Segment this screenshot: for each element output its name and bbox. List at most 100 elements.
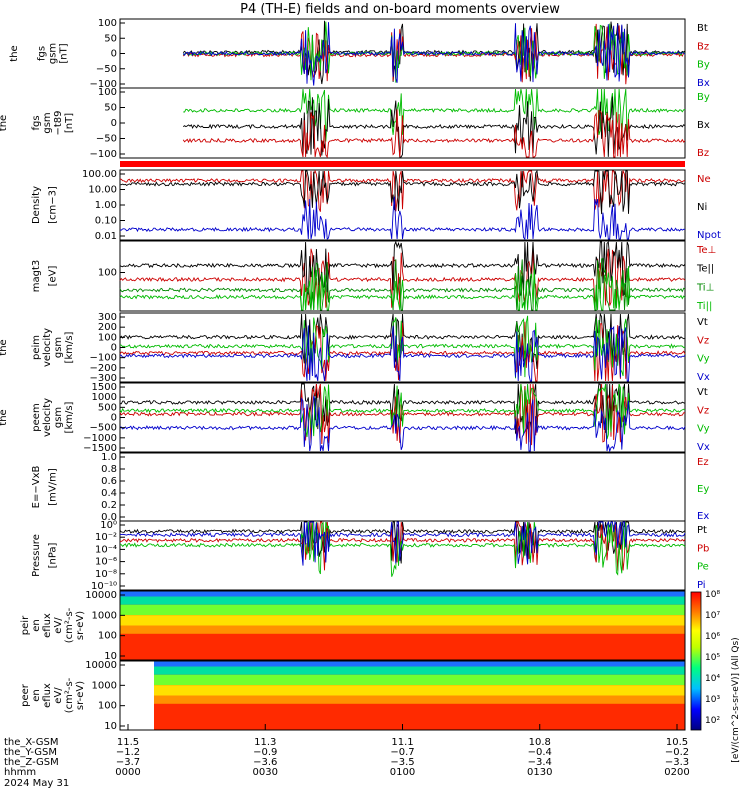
spectrogram-band [120,674,685,686]
panel-density: 100.00 10.00 1.00 0.10 0.01 Density [cm−3] Ne Ni… [31,169,721,242]
legend-label: By [697,92,710,103]
legend-label: Ni [697,202,707,213]
spectrogram-band [120,591,685,597]
series-line-fgs_gsm_t89-2 [182,109,686,159]
time-tick-label: −0.2 [665,747,689,758]
spectrogram-band [120,625,685,634]
legend-label: Vy [697,424,710,435]
y-tick-label: 1.00 [95,200,117,211]
time-tick-label: 0030 [253,767,278,778]
time-tick-label: −0.7 [390,747,414,758]
series-line-fgs_gsm-3 [182,22,686,86]
series-line-density-1 [119,169,686,215]
legend-label: Te|| [696,264,714,275]
series-line-pressure-0 [119,521,686,564]
y-tick-label: 500 [98,402,117,413]
y-tick-label: 1000 [92,392,117,403]
series-line-temperature-2 [119,257,686,311]
time-tick-label: −0.4 [528,747,552,758]
series-line-pressure-3 [119,520,686,566]
y-tick-label: 10000 [85,590,117,601]
y-tick-label: 10⁰ [100,520,117,531]
spectrogram-band [120,604,685,616]
legend-label: Ti|| [696,301,712,312]
y-tick-label: 1000 [92,680,117,691]
colorbar-tick-label: 10⁴ [705,674,720,684]
series-line-fgs_gsm_t89-0 [183,88,686,142]
legend-label: Ex [697,511,709,522]
y-axis-label: the fgsgsm−t89[nT] [0,110,75,135]
time-tick-label: −3.3 [665,757,689,768]
y-tick-label: −50 [96,134,117,145]
series-line-fgs_gsm-0 [182,20,686,85]
chart-title: P4 (TH-E) fields and on-board moments ov… [240,2,560,17]
y-tick-label: 10000 [85,660,117,671]
time-axis-row-label: the_X-GSM [4,737,58,748]
colorbar-tick-label: 10⁵ [705,653,720,663]
legend-label: Pe [697,562,709,573]
y-tick-label: 100.00 [82,169,117,180]
time-axis-row-label: hhmm [4,767,36,778]
y-axis-label: the fgsgsm[nT] [9,43,70,64]
series-line-temperature-1 [119,240,686,297]
y-tick-label: −100 [90,149,117,160]
legend-label: Pi [697,580,706,591]
legend-label: Ez [697,457,709,468]
legend-label: Ti⊥ [696,282,714,293]
y-tick-label: 0.8 [101,464,117,475]
y-axis-label: thepeirenefluxeV/(cm²-s-sr-eV) [0,607,86,643]
time-axis-row-label: the_Y-GSM [4,747,57,758]
legend-label: Ne [697,174,711,185]
legend-label: Vz [697,335,709,346]
y-tick-label: 10.00 [88,185,117,196]
colorbar-tick-label: 10⁶ [705,632,720,642]
y-tick-label: 0.01 [95,231,117,242]
spectrogram-band [120,695,685,704]
y-axis-label: the peimvelocitygsm[km/s] [0,328,75,367]
y-tick-label: 10⁻² [95,532,117,543]
colorbar-tick-label: 10⁷ [705,611,720,621]
legend-label: Vx [697,442,710,453]
spectrogram-band [120,661,685,667]
y-tick-label: −100 [90,79,117,90]
colorbar-gradient [690,591,702,731]
legend-label: By [697,60,710,71]
series-line-temperature-3 [119,266,686,311]
panel-peir_eflux: 10000 1000 100 10 thepeirenefluxeV/(cm²-s-sr… [0,590,686,662]
time-tick-label: −3.6 [253,757,277,768]
y-tick-label: 100 [98,701,117,712]
series-line-peim_velocity-0 [119,312,686,369]
y-tick-label: 1000 [92,610,117,621]
y-axis-label: E=−VxB [mV/m] [31,466,59,509]
panel-frame [119,452,686,522]
series-line-fgs_gsm-1 [182,23,686,85]
y-tick-label: 300 [98,312,117,323]
panel-fgs_gsm_t89: 100 50 0 −50 −100 the fgsgsm−t89[nT] By Bx Bz [0,87,710,160]
y-tick-label: 0.10 [95,216,117,227]
y-tick-label: 0.6 [101,476,117,487]
y-tick-label: 1.0 [101,452,117,463]
time-tick-label: −3.5 [390,757,414,768]
colorbar-label: [eV/(cm^2-s-sr-eV)] (All Qs) [731,637,741,762]
y-tick-label: 100 [98,18,117,29]
time-tick-label: −3.7 [116,757,140,768]
spectrogram-band [120,685,685,696]
y-tick-label: 50 [104,33,117,44]
y-axis-label: magt3 [eV] [31,260,59,293]
time-tick-label: 11.1 [391,737,413,748]
time-axis-row-label: 2024 May 31 [4,778,69,789]
spectrogram-band [120,666,685,675]
y-tick-label: 100 [98,631,117,642]
legend-label: Te⊥ [696,245,716,256]
y-tick-label: 10 [104,721,117,732]
y-tick-label: 100 [98,332,117,343]
y-tick-label: −1500 [83,443,117,454]
panel-border [119,590,686,661]
legend-label: Ey [697,484,709,495]
flag-bar [120,161,685,167]
